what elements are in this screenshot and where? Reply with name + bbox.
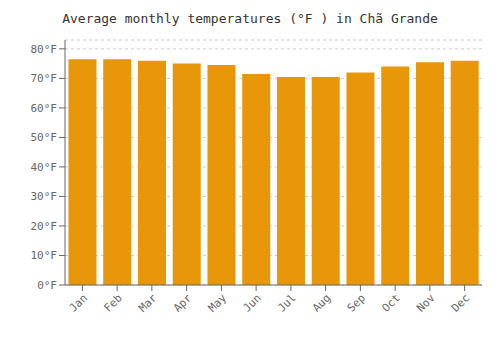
svg-text:May: May	[206, 291, 230, 315]
svg-text:80°F: 80°F	[31, 43, 58, 56]
svg-text:Oct: Oct	[380, 291, 403, 314]
svg-text:Aug: Aug	[310, 291, 333, 314]
svg-text:Jun: Jun	[241, 291, 264, 314]
svg-text:0°F: 0°F	[37, 279, 57, 292]
html-text:Average monthly temperatures (: Average monthly temperatures (°F ) in Ch…	[62, 11, 438, 26]
svg-text:60°F: 60°F	[31, 102, 58, 115]
svg-text:Dec: Dec	[449, 291, 472, 314]
svg-text:Feb: Feb	[102, 291, 125, 314]
svg-text:70°F: 70°F	[31, 72, 58, 85]
svg-text:Jul: Jul	[275, 291, 298, 314]
svg-text:50°F: 50°F	[31, 131, 58, 144]
svg-text:40°F: 40°F	[31, 161, 58, 174]
svg-text:10°F: 10°F	[31, 249, 58, 262]
svg-text:Apr: Apr	[171, 291, 195, 315]
svg-text:Nov: Nov	[414, 291, 438, 315]
svg-text:20°F: 20°F	[31, 220, 58, 233]
svg-text:Jan: Jan	[67, 291, 90, 314]
svg-text:Sep: Sep	[345, 291, 368, 314]
svg-text:Mar: Mar	[136, 291, 160, 315]
svg-text:30°F: 30°F	[31, 190, 58, 203]
